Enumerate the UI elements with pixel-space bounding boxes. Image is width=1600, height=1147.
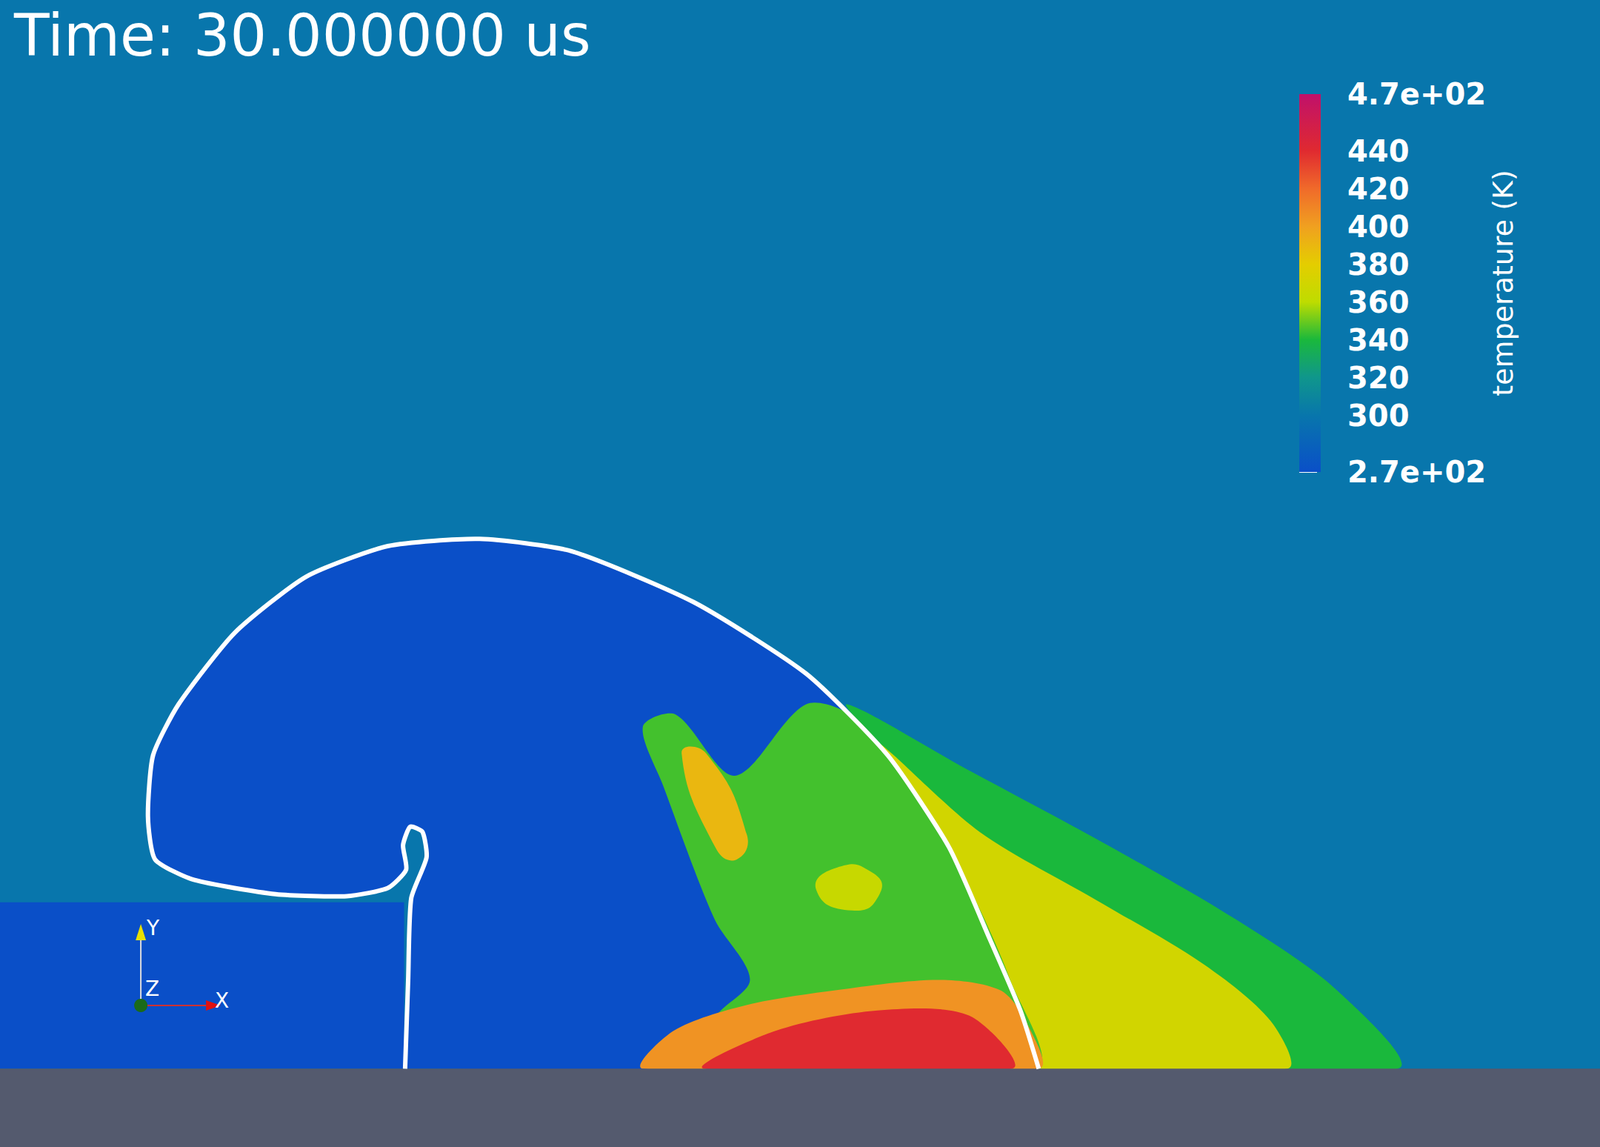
svg-text:2.7e+02: 2.7e+02 — [1347, 454, 1486, 489]
svg-text:Y: Y — [145, 915, 160, 940]
svg-text:300: 300 — [1347, 398, 1410, 433]
svg-text:420: 420 — [1347, 171, 1410, 206]
svg-text:360: 360 — [1347, 285, 1410, 320]
svg-text:4.7e+02: 4.7e+02 — [1347, 77, 1486, 112]
svg-text:320: 320 — [1347, 360, 1410, 395]
svg-text:400: 400 — [1347, 209, 1410, 244]
svg-text:temperature (K): temperature (K) — [1486, 169, 1520, 397]
svg-text:380: 380 — [1347, 247, 1410, 282]
svg-text:Z: Z — [145, 976, 160, 1001]
svg-text:Time: 30.000000 us: Time: 30.000000 us — [13, 2, 592, 69]
svg-text:340: 340 — [1347, 322, 1410, 358]
svg-text:X: X — [214, 988, 229, 1013]
svg-text:440: 440 — [1347, 134, 1410, 169]
